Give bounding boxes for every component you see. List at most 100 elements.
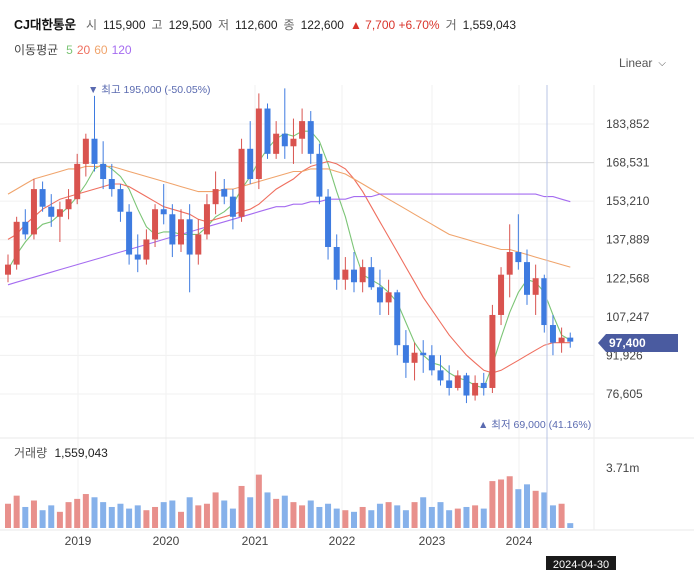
candle-body [463,375,470,396]
volume-bar [91,497,98,528]
volume-bar [307,500,314,528]
volume-bar [143,510,150,528]
candle-body [178,219,184,245]
volume-bar [506,476,513,528]
close-value: 122,600 [300,18,344,32]
candle-body [541,278,548,326]
volume-bar [5,503,11,528]
candle-body [169,214,176,245]
volume-bar [169,500,176,528]
low-label: 저 [217,18,230,32]
volume-bar [178,511,184,528]
candle-body [333,246,340,280]
high-label: 고 [151,18,163,32]
candle-body [359,267,366,283]
volume-bar [376,503,383,528]
volume-bar [255,474,262,528]
volume-bar [299,505,306,528]
volume-bar [385,502,392,528]
volume-bar [39,510,46,528]
max-annotation: ▼ 최고 195,000 (-50.05%) [88,84,211,96]
candle-body [307,121,314,154]
candle-body [152,209,159,240]
volume-bar [290,502,297,528]
candle-body [437,370,444,381]
volume-bar [221,500,228,528]
candlesticks [5,88,574,404]
candle-body [411,352,418,363]
y-tick-label: 137,889 [606,233,650,247]
volume-panel-label: 거래량 [14,446,48,460]
candle-body [454,375,461,388]
candle-body [91,138,98,164]
candle-body [394,292,401,346]
volume-panel-value: 1,559,043 [54,446,108,460]
scale-dropdown[interactable]: Linear ⌵ [619,56,666,70]
low-value: 112,600 [235,18,278,32]
candle-body [506,252,513,275]
y-tick-label: 168,531 [606,156,650,170]
candle-body [446,380,453,388]
axes: 183,852 168,531 153,210 137,889 122,568 107,2… [65,117,650,548]
candle-body [186,219,193,255]
current-price-tag [598,334,678,352]
x-tick-label: 2019 [65,534,92,548]
candle-body [299,121,306,139]
ma-line-120 [7,193,571,286]
candle-body [376,287,383,303]
volume-bar [420,497,427,528]
volume-bar [351,511,357,528]
candle-body [221,189,228,197]
volume-axis-label: 3.71m [606,461,639,475]
ma-legend-120[interactable]: 120 [111,43,132,57]
candle-body [143,239,150,260]
chart-overlay: ▼ 최고 195,000 (-50.05%) ▲ 최저 69,000 (41.16… [88,84,678,570]
candle-body [195,234,202,255]
change-value: ▲ 7,700 +6.70% [349,18,440,32]
volume-bar [100,502,107,528]
candle-body [126,211,133,255]
ma-legend-5[interactable]: 5 [66,43,73,57]
volume-bars [5,474,574,528]
volume-bar [238,485,245,528]
volume-value: 1,559,043 [462,18,516,32]
volume-bar [333,508,340,528]
candle-body [402,345,409,363]
candle-body [342,269,349,280]
candle-body [117,189,124,212]
moving-average-legend: 이동평균 5 20 60 120 [14,41,132,58]
close-label: 종 [283,18,295,32]
candle-body [247,148,254,180]
volume-bar [134,505,141,528]
candle-body [532,278,539,295]
current-price-label: 97,400 [609,336,646,350]
volume-bar [212,492,219,528]
candle-body [134,254,141,260]
volume-bar [454,508,461,528]
volume-bar [65,502,72,528]
ma-legend-60[interactable]: 60 [94,43,108,57]
candle-body [13,221,20,265]
volume-bar [567,523,574,528]
ma-line-5 [7,130,571,389]
candle-body [316,153,323,197]
candle-body [100,163,107,180]
volume-bar [247,497,254,528]
volume-bar [428,506,435,528]
open-label: 시 [85,18,98,32]
candle-body [56,209,63,217]
candle-body [160,209,167,215]
ma-legend-20[interactable]: 20 [76,43,91,57]
volume-bar [186,497,193,528]
volume-bar [411,502,418,528]
moving-average-lines [7,130,571,389]
candle-body [428,355,435,371]
volume-bar [108,506,115,528]
volume-bar [463,506,470,528]
volume-bar [13,495,20,528]
candle-body [281,133,288,147]
chevron-down-icon: ⌵ [658,57,666,69]
candle-body [5,264,11,275]
x-tick-label: 2021 [242,534,269,548]
